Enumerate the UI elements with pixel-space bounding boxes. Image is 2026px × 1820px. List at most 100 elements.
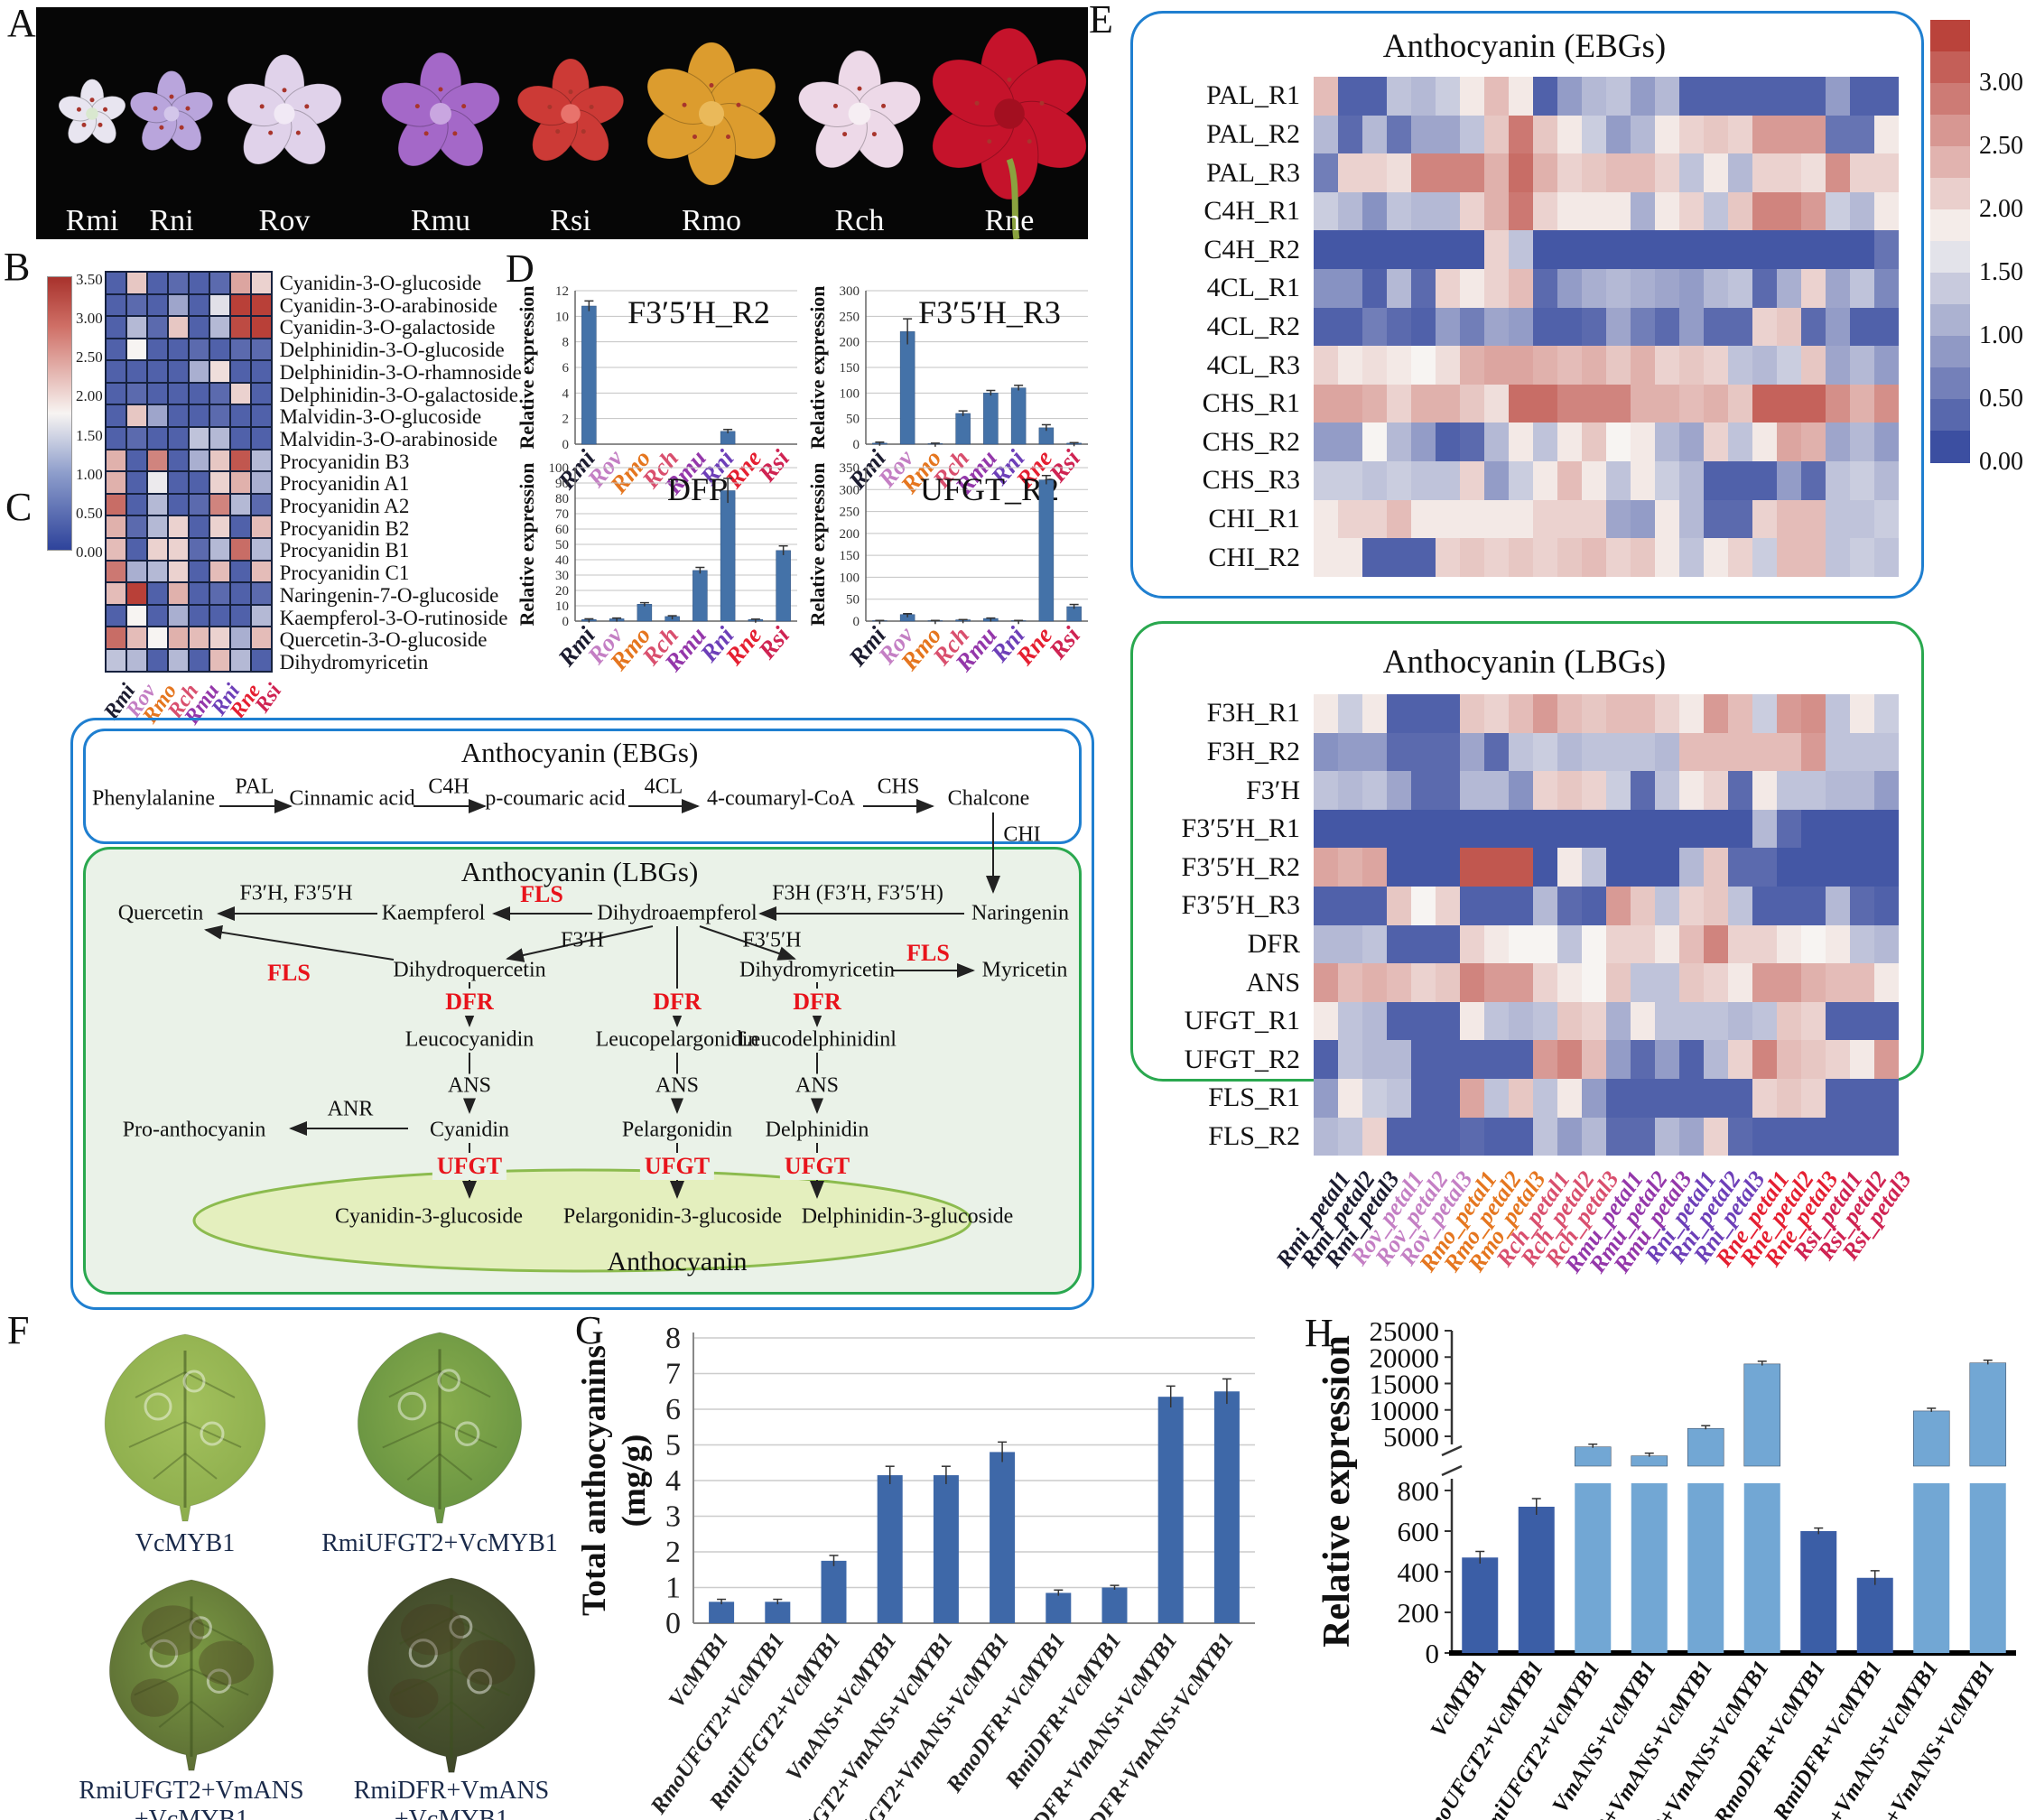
heatmap-cell [1484, 924, 1509, 964]
heatmap-cell [1655, 1040, 1679, 1079]
heatmap-cell [209, 450, 229, 471]
heatmap-cell [1557, 924, 1582, 964]
heatmap-cell [1631, 77, 1655, 116]
pathway-enzyme-dfr: DFR [788, 989, 846, 1016]
pathway-node-leucodelphinidin: Leucodelphinidinl [738, 1027, 897, 1052]
pathway-node-de3g: Delphinidin-3-glucoside [801, 1204, 1014, 1229]
heatmap-cell [1314, 848, 1338, 887]
heatmap-cell [1606, 848, 1631, 887]
heatmap-cell [1728, 924, 1752, 964]
heatmap-cell [1387, 732, 1411, 772]
heatmap-cell [1460, 809, 1484, 849]
heatmap-cell [1801, 538, 1826, 577]
heatmap-cell [1850, 694, 1874, 733]
bar [720, 490, 736, 622]
heatmap-cell [1460, 1040, 1484, 1079]
pathway-node-delphinidin: Delphinidin [765, 1118, 869, 1142]
heatmap-cell [1606, 886, 1631, 925]
leaf-vein [191, 1700, 225, 1728]
heatmap-cell [1777, 694, 1801, 733]
heatmap-cell [1509, 1040, 1533, 1079]
b-colorbar-tick: 2.50 [76, 348, 103, 367]
leaf-grid-svg: VcMYB1 RmiUFGT2+VcMYB1RmiUFGT2+VmANS+VcMY… [79, 1332, 558, 1820]
leaf-vein [439, 1421, 497, 1449]
flower-stamen [438, 87, 443, 92]
x-tick-label: Rsi [1043, 621, 1085, 664]
b-row-label: Delphinidin-3-O-glucoside [279, 339, 505, 362]
heatmap-cell [1752, 384, 1777, 423]
heatmap-cell [1801, 307, 1826, 347]
flower-label: Rov [259, 204, 311, 237]
pathway-node-kaempferol: Kaempferol [381, 901, 486, 925]
heatmap-cell [1509, 963, 1533, 1002]
heatmap-cell [107, 273, 125, 293]
heatmap-cell [1874, 924, 1899, 964]
bar [709, 1602, 735, 1623]
heatmap-cell [1801, 499, 1826, 539]
heatmap-cell [1826, 191, 1850, 231]
heatmap-cell [230, 583, 250, 604]
pathway-enzyme-dfr: DFR [648, 989, 706, 1016]
heatmap-cell [1582, 384, 1606, 423]
bar [1046, 1592, 1072, 1623]
heatmap-cell [1411, 963, 1436, 1002]
flower-Rsi [516, 58, 625, 162]
heatmap-cell [1533, 848, 1557, 887]
flower-stamen [81, 122, 87, 127]
heatmap-cell [1557, 1078, 1582, 1118]
heatmap-cell [1582, 848, 1606, 887]
heatmap-cell [1874, 538, 1899, 577]
heatmap-cell [1606, 732, 1631, 772]
heatmap-cell [1411, 848, 1436, 887]
heatmap-cell [1826, 422, 1850, 461]
flower-stamen [169, 94, 174, 99]
e-colorbar-step [1930, 209, 1970, 242]
heatmap-cell [189, 605, 209, 627]
panel-label-d: D [506, 246, 534, 291]
ebg-row-label: 4CL_R2 [1206, 311, 1300, 341]
flower-stamen [736, 102, 741, 107]
heatmap-cell [1509, 886, 1533, 925]
heatmap-cell [1411, 694, 1436, 733]
heatmap-cell [147, 472, 167, 493]
heatmap-cell [1484, 694, 1509, 733]
heatmap-cell [1338, 1040, 1362, 1079]
e-colorbar-step [1930, 367, 1970, 400]
b-row-label: Cyanidin-3-O-arabinoside [279, 293, 498, 317]
heatmap-cell [1582, 886, 1606, 925]
heatmap-cell [1704, 499, 1728, 539]
heatmap-cell [251, 472, 271, 493]
heatmap-cell [1606, 924, 1631, 964]
heatmap-cell [1387, 230, 1411, 269]
heatmap-cell [1826, 809, 1850, 849]
y-tick-label: 20000 [1370, 1342, 1440, 1373]
heatmap-cell [1362, 694, 1387, 733]
pathway-enzyme-fls: FLS [906, 940, 950, 966]
heatmap-cell [107, 405, 125, 427]
heatmap-cell [1460, 732, 1484, 772]
heatmap-cell [1460, 924, 1484, 964]
ebg-heatmap-box [1130, 11, 1924, 599]
x-tick-label: VmANS+VcMYB1 [1547, 1657, 1660, 1817]
heatmap-cell [147, 561, 167, 582]
y-tick-label: 10 [555, 310, 569, 324]
heatmap-cell [189, 294, 209, 316]
heatmap-cell [1460, 268, 1484, 308]
heatmap-cell [1436, 346, 1460, 385]
heatmap-cell [1728, 191, 1752, 231]
b-row-label: Cyanidin-3-O-galactoside [279, 316, 496, 339]
heatmap-cell [1777, 384, 1801, 423]
y-tick-label: 50 [846, 593, 860, 608]
leaf-vein [184, 1371, 236, 1398]
leaf-vein [439, 1453, 473, 1481]
heatmap-cell [147, 317, 167, 338]
heatmap-cell [1509, 499, 1533, 539]
y-tick-label: 300 [840, 483, 860, 497]
heatmap-cell [189, 317, 209, 338]
dark-patch [199, 1640, 255, 1685]
pathway-enzyme-ans: ANS [790, 1073, 844, 1099]
heatmap-cell [1557, 771, 1582, 810]
heatmap-cell [1728, 1040, 1752, 1079]
heatmap-cell [1411, 460, 1436, 500]
